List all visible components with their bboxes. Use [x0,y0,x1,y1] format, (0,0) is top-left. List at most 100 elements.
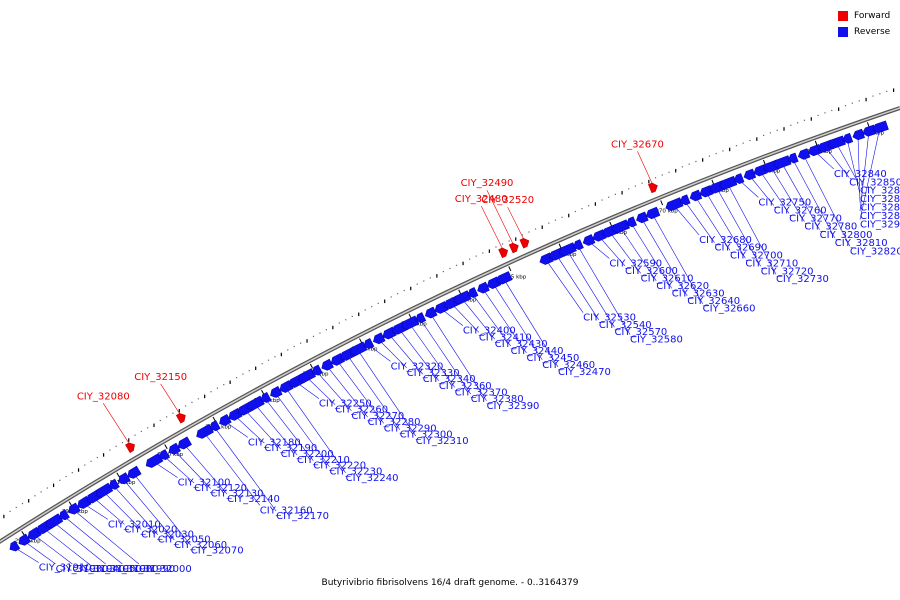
reverse-gene-feature[interactable] [400,315,420,332]
reverse-gene-feature[interactable] [664,197,684,213]
gene-label[interactable]: CIY_32590 [609,259,662,270]
reverse-gene-feature[interactable] [625,216,638,229]
reverse-gene-feature[interactable] [452,290,472,306]
gene-label[interactable]: CIY_32800 [820,230,873,241]
gene-label[interactable]: CIY_32460 [542,360,595,371]
gene-label[interactable]: CIY_32310 [416,436,469,447]
gene-label[interactable]: CIY_32030 [141,530,194,541]
reverse-gene-feature[interactable] [245,395,265,412]
reverse-gene-feature[interactable] [217,413,232,427]
gene-label[interactable]: CIY_32130 [211,489,264,500]
gene-label[interactable]: CIY_32150 [134,372,187,383]
gene-label[interactable]: CIY_32680 [699,235,752,246]
gene-label[interactable]: CIY_32570 [614,327,667,338]
gene-label[interactable]: CIY_32050 [158,535,211,546]
gene-label[interactable]: CIY_32220 [313,461,366,472]
gene-label[interactable]: CIY_32370 [455,387,508,398]
reverse-gene-feature[interactable] [851,128,865,141]
gene-label[interactable]: CIY_32870 [860,194,900,205]
gene-label[interactable]: CIY_32430 [495,339,548,350]
gene-label[interactable]: CIY_32580 [630,335,683,346]
reverse-gene-feature[interactable] [167,442,181,456]
gene-label[interactable]: CIY_32890 [860,211,900,222]
reverse-gene-feature[interactable] [116,472,131,486]
gene-label[interactable]: CIY_32060 [174,540,227,551]
reverse-gene-feature[interactable] [144,452,164,469]
gene-label[interactable]: CIY_32480 [455,194,508,205]
gene-label[interactable]: CIY_32470 [558,367,611,378]
gene-label[interactable]: CIY_32760 [774,205,827,216]
gene-label[interactable]: CIY_32160 [260,505,313,516]
gene-label[interactable]: CIY_32860 [860,186,900,197]
reverse-gene-feature[interactable] [125,465,142,480]
gene-label[interactable]: CIY_32250 [319,399,372,410]
reverse-gene-feature[interactable] [208,420,221,433]
reverse-gene-feature[interactable] [688,189,703,202]
forward-gene-feature[interactable] [508,241,520,254]
gene-label[interactable]: CIY_32080 [77,391,130,402]
gene-label[interactable]: CIY_32630 [672,288,725,299]
gene-label[interactable]: CIY_32000 [139,564,192,575]
gene-label[interactable]: CIY_32020 [125,524,178,535]
gene-label[interactable]: CIY_32720 [761,266,814,277]
reverse-gene-feature[interactable] [611,219,631,235]
reverse-gene-feature[interactable] [176,436,192,451]
reverse-gene-feature[interactable] [362,338,375,350]
reverse-gene-feature[interactable] [644,206,661,220]
reverse-gene-feature[interactable] [718,175,738,191]
gene-label[interactable]: CIY_32240 [346,473,399,484]
gene-label[interactable]: CIY_32230 [329,467,382,478]
gene-label[interactable]: CIY_32530 [583,313,636,324]
reverse-gene-feature[interactable] [581,234,596,248]
gene-label[interactable]: CIY_32770 [789,213,842,224]
reverse-gene-feature[interactable] [635,211,649,225]
reverse-gene-feature[interactable] [296,368,316,385]
gene-label[interactable]: CIY_32410 [479,332,532,343]
forward-gene-feature[interactable] [125,441,136,453]
gene-label[interactable]: CIY_32360 [439,381,492,392]
gene-label[interactable]: CIY_32180 [248,437,301,448]
gene-label[interactable]: CIY_32840 [834,169,887,180]
gene-label[interactable]: CIY_32690 [715,243,768,254]
gene-label[interactable]: CIY_32780 [804,222,857,233]
gene-label[interactable]: CIY_32190 [264,443,317,454]
gene-label[interactable]: CIY_32140 [227,494,280,505]
gene-label[interactable]: CIY_32340 [423,374,476,385]
reverse-gene-feature[interactable] [371,332,386,346]
gene-label[interactable]: CIY_32540 [599,320,652,331]
gene-label[interactable]: CIY_32710 [745,258,798,269]
gene-label[interactable]: CIY_32620 [656,281,709,292]
gene-label[interactable]: CIY_32730 [776,274,829,285]
reverse-gene-feature[interactable] [871,120,889,134]
gene-label[interactable]: CIY_32300 [400,430,453,441]
gene-label[interactable]: CIY_32750 [758,197,811,208]
reverse-gene-feature[interactable] [44,513,64,531]
gene-label[interactable]: CIY_32490 [461,178,514,189]
gene-label[interactable]: CIY_32070 [191,545,244,556]
gene-label[interactable]: CIY_31940 [72,564,125,575]
gene-label[interactable]: CIY_32270 [351,411,404,422]
gene-label[interactable]: CIY_32280 [368,417,421,428]
reverse-gene-feature[interactable] [259,392,272,404]
reverse-gene-feature[interactable] [310,364,323,377]
forward-gene-feature[interactable] [519,237,531,249]
reverse-gene-feature[interactable] [466,287,479,299]
reverse-gene-feature[interactable] [57,509,70,522]
gene-label[interactable]: CIY_32640 [687,296,740,307]
reverse-gene-feature[interactable] [772,155,792,170]
reverse-gene-feature[interactable] [17,533,31,547]
gene-label[interactable]: CIY_32700 [730,250,783,261]
gene-label[interactable]: CIY_32010 [108,519,161,530]
reverse-gene-feature[interactable] [557,242,577,258]
reverse-gene-feature[interactable] [679,194,691,207]
gene-label[interactable]: CIY_32450 [526,353,579,364]
gene-label[interactable]: CIY_32820 [850,246,900,257]
reverse-gene-feature[interactable] [787,152,799,165]
gene-label[interactable]: CIY_32330 [407,368,460,379]
gene-label[interactable]: CIY_32670 [611,139,664,150]
reverse-gene-feature[interactable] [348,341,368,358]
gene-label[interactable]: CIY_31990 [122,564,175,575]
forward-gene-feature[interactable] [648,181,659,194]
gene-label[interactable]: CIY_32390 [487,401,540,412]
gene-label[interactable]: CIY_32660 [703,304,756,315]
